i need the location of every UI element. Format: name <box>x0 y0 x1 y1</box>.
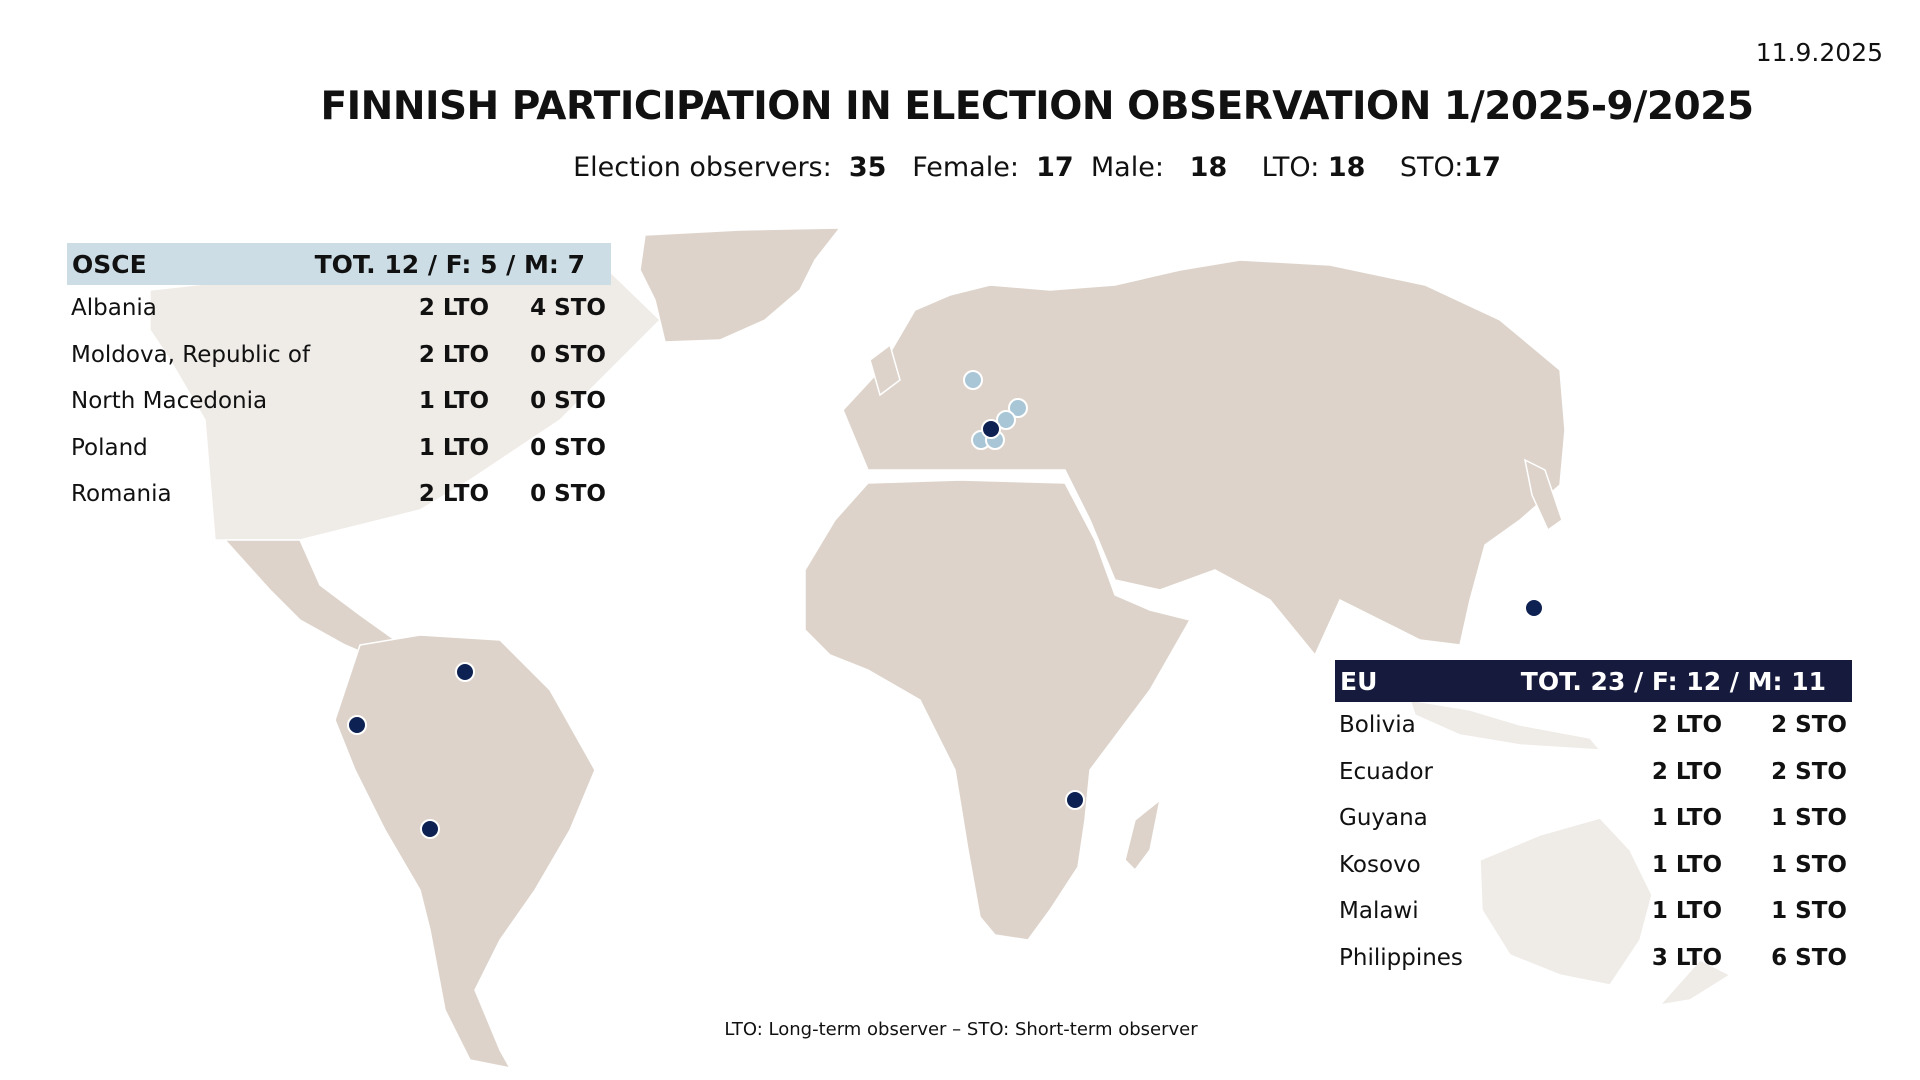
table-row: Albania 2 LTO 4 STO <box>67 285 611 332</box>
marker-kosovo <box>981 419 1001 439</box>
table-row: Ecuador 2 LTO 2 STO <box>1335 749 1852 796</box>
new-zealand <box>1658 959 1732 1007</box>
eu-name-cell: Bolivia <box>1339 712 1416 738</box>
osce-name-cell: Poland <box>71 434 148 461</box>
male-label: Male: <box>1090 152 1164 183</box>
eu-sto-cell: 1 STO <box>1771 898 1847 924</box>
date: 11.9.2025 <box>1755 38 1883 67</box>
eu-sto-cell: 1 STO <box>1771 805 1847 831</box>
marker-guyana <box>455 662 475 682</box>
osce-totals: TOT. 12 / F: 5 / M: 7 <box>314 249 585 279</box>
sto-label: STO: <box>1399 152 1464 183</box>
eu-sto-cell: 2 STO <box>1771 758 1847 785</box>
osce-lto-cell: 1 LTO <box>418 434 489 461</box>
male-value: 18 <box>1189 152 1228 183</box>
eu-lto-cell: 2 LTO <box>1651 712 1722 738</box>
female-label: Female: <box>912 152 1019 183</box>
marker-moldova <box>1008 398 1028 418</box>
eu-name-cell: Philippines <box>1339 944 1463 971</box>
table-row: Bolivia 2 LTO 2 STO <box>1335 702 1852 749</box>
female-value: 17 <box>1036 152 1074 183</box>
eu-name-cell: Malawi <box>1339 898 1419 924</box>
eu-lto-cell: 2 LTO <box>1651 758 1722 785</box>
osce-sto-cell: 0 STO <box>530 388 606 414</box>
eu-name-cell: Guyana <box>1339 805 1428 831</box>
osce-lto-cell: 2 LTO <box>418 341 489 368</box>
table-row: North Macedonia 1 LTO 0 STO <box>67 378 611 425</box>
eu-label: EU <box>1340 666 1378 696</box>
eu-lto-cell: 1 LTO <box>1651 898 1722 924</box>
osce-sto-cell: 0 STO <box>530 341 606 368</box>
marker-philippines <box>1524 598 1544 618</box>
marker-romania <box>996 410 1016 430</box>
osce-lto-cell: 2 LTO <box>418 481 489 507</box>
osce-lto-cell: 2 LTO <box>418 295 489 321</box>
osce-sto-cell: 4 STO <box>530 295 606 321</box>
table-row: Kosovo 1 LTO 1 STO <box>1335 842 1852 889</box>
japan <box>1523 458 1563 532</box>
eu-sto-cell: 6 STO <box>1771 944 1847 971</box>
eu-sto-cell: 2 STO <box>1771 712 1847 738</box>
eu-table: EU TOT. 23 / F: 12 / M: 11 Bolivia 2 LTO 2… <box>1335 660 1852 981</box>
table-row: Moldova, Republic of 2 LTO 0 STO <box>67 332 611 379</box>
lto-value: 18 <box>1327 152 1366 183</box>
africa <box>804 479 1192 941</box>
eurasia <box>842 259 1566 657</box>
table-row: Malawi 1 LTO 1 STO <box>1335 888 1852 935</box>
table-row: Guyana 1 LTO 1 STO <box>1335 795 1852 842</box>
indonesia <box>1408 699 1602 751</box>
osce-table: OSCE TOT. 12 / F: 5 / M: 7 Albania 2 LTO 4… <box>67 243 611 518</box>
osce-name-cell: Albania <box>71 295 157 321</box>
table-row: Romania 2 LTO 0 STO <box>67 471 611 518</box>
osce-sto-cell: 0 STO <box>530 434 606 461</box>
summary-stats: Election observers: 35 Female: 17 Male: … <box>0 152 1920 183</box>
legend-footnote: LTO: Long-term observer – STO: Short-ter… <box>724 1019 1198 1040</box>
marker-poland <box>963 370 983 390</box>
eu-name-cell: Kosovo <box>1339 851 1421 878</box>
madagascar <box>1124 798 1162 872</box>
osce-header: OSCE TOT. 12 / F: 5 / M: 7 <box>67 243 611 285</box>
eu-name-cell: Ecuador <box>1339 758 1433 785</box>
eu-lto-cell: 3 LTO <box>1651 944 1722 971</box>
osce-lto-cell: 1 LTO <box>418 388 489 414</box>
eu-totals: TOT. 23 / F: 12 / M: 11 <box>1520 666 1826 696</box>
observers-label: Election observers: <box>573 152 832 183</box>
marker-malawi <box>1065 790 1085 810</box>
eu-lto-cell: 1 LTO <box>1651 851 1722 878</box>
marker-ecuador <box>347 715 367 735</box>
table-row: Philippines 3 LTO 6 STO <box>1335 935 1852 982</box>
lto-label: LTO: <box>1261 152 1320 183</box>
australia <box>1479 817 1653 986</box>
osce-sto-cell: 0 STO <box>530 481 606 507</box>
greenland <box>639 227 842 343</box>
osce-name-cell: Moldova, Republic of <box>71 341 311 368</box>
osce-label: OSCE <box>72 249 147 279</box>
page-title: FINNISH PARTICIPATION IN ELECTION OBSERV… <box>320 84 1754 129</box>
eu-header: EU TOT. 23 / F: 12 / M: 11 <box>1335 660 1852 702</box>
central-america <box>223 539 397 661</box>
eu-lto-cell: 1 LTO <box>1651 805 1722 831</box>
table-row: Poland 1 LTO 0 STO <box>67 425 611 472</box>
eu-sto-cell: 1 STO <box>1771 851 1847 878</box>
sto-value: 17 <box>1463 152 1501 183</box>
marker-bolivia <box>420 819 440 839</box>
osce-name-cell: North Macedonia <box>71 388 268 414</box>
south-america <box>334 634 596 1070</box>
observers-value: 35 <box>848 152 887 183</box>
north-america <box>149 261 662 541</box>
osce-name-cell: Romania <box>71 481 172 507</box>
uk <box>869 343 901 397</box>
